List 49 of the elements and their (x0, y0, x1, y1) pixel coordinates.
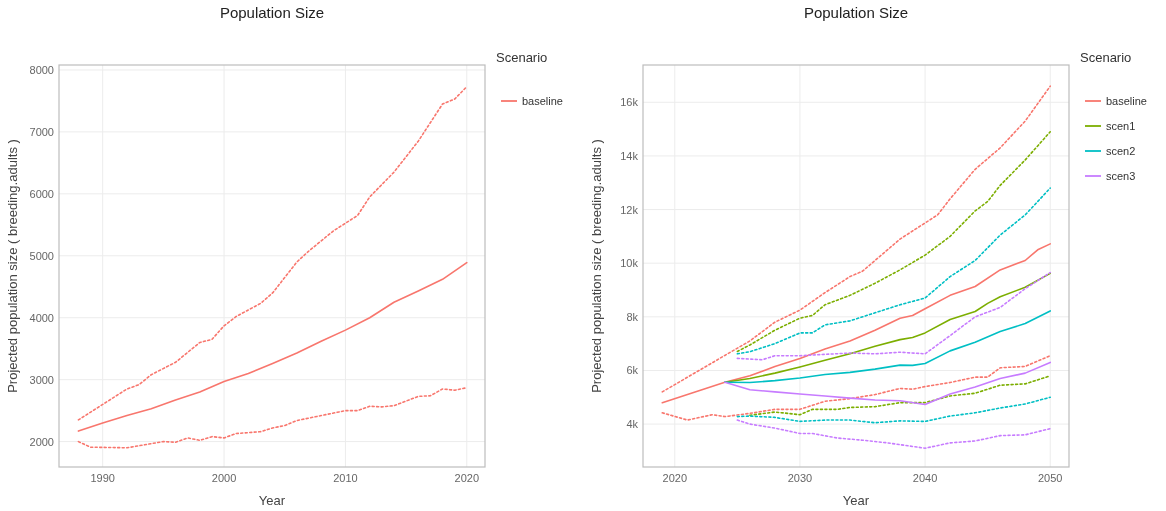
line-series (736, 396, 1052, 424)
y-tick-label: 10k (620, 257, 639, 270)
line-series (661, 85, 1052, 393)
x-tick-label: 2010 (333, 472, 358, 484)
line-series (77, 85, 468, 421)
x-axis-title: Year (842, 493, 870, 508)
y-tick-label: 5000 (29, 249, 54, 262)
y-tick-label: 4k (626, 418, 639, 431)
line-series (724, 361, 1052, 406)
line-series (661, 243, 1052, 404)
legend-label: scen3 (1106, 170, 1136, 182)
y-tick-label: 8k (626, 310, 639, 323)
line-series (749, 375, 1052, 417)
line-series (77, 261, 468, 432)
y-tick-label: 12k (620, 203, 639, 216)
legend-label: scen1 (1106, 120, 1136, 132)
y-tick-label: 2000 (29, 435, 54, 448)
y-tick-label: 3000 (29, 373, 54, 386)
line-series (661, 354, 1052, 421)
y-tick-label: 14k (620, 149, 639, 162)
y-tick-label: 7000 (29, 125, 54, 138)
chart-title: Population Size (803, 4, 909, 21)
legend-title: Scenario (496, 50, 548, 65)
legend-label: baseline (1106, 95, 1147, 107)
legend-label: baseline (522, 95, 563, 107)
x-tick-label: 2020 (662, 472, 688, 484)
line-series (736, 271, 1052, 361)
y-tick-label: 4000 (29, 311, 54, 324)
y-axis-title: Projected population size ( breeding.adults ) (5, 139, 20, 393)
line-series (736, 187, 1052, 355)
y-tick-label: 6000 (29, 187, 54, 200)
line-series (77, 386, 468, 449)
x-tick-label: 2030 (787, 472, 813, 484)
line-series (736, 419, 1052, 450)
legend-title: Scenario (1080, 50, 1132, 65)
y-tick-label: 8000 (29, 63, 54, 76)
x-axis-title: Year (258, 493, 286, 508)
x-tick-label: 2050 (1037, 472, 1063, 484)
line-series (736, 130, 1052, 353)
legend-label: scen2 (1106, 145, 1136, 157)
x-tick-label: 1990 (90, 472, 115, 484)
x-tick-label: 2020 (454, 472, 480, 484)
x-tick-label: 2000 (211, 472, 237, 484)
y-tick-label: 16k (620, 96, 639, 109)
x-tick-label: 2040 (912, 472, 938, 484)
chart-title: Population Size (219, 4, 325, 21)
y-tick-label: 6k (626, 364, 639, 377)
y-axis-title: Projected population size ( breeding.adults ) (589, 139, 604, 393)
line-series (724, 310, 1052, 384)
